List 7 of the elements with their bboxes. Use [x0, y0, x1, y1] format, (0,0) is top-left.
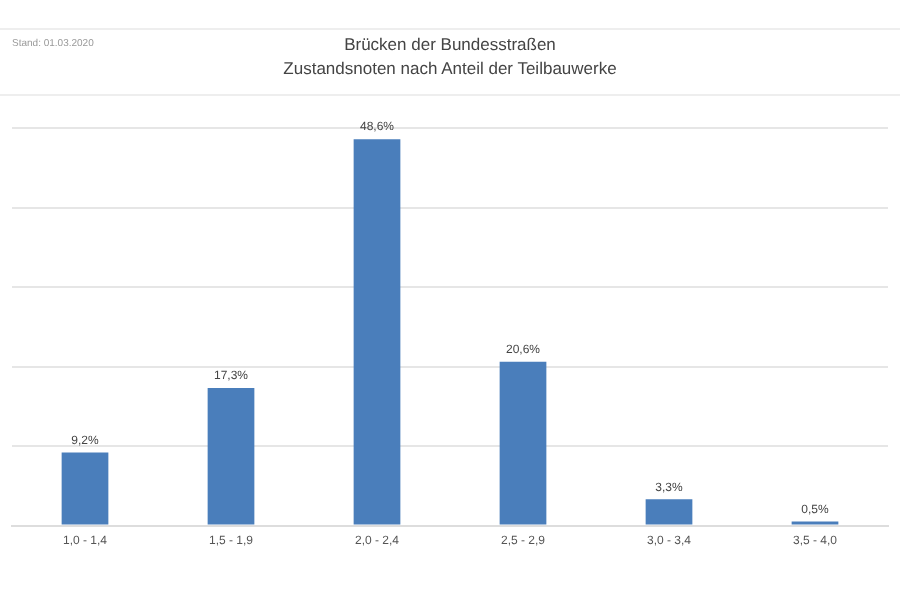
bar [61, 452, 109, 525]
bar [207, 388, 255, 525]
bar [353, 139, 401, 525]
chart-subtitle: Zustandsnoten nach Anteil der Teilbauwerke [281, 56, 619, 80]
bar [645, 499, 693, 525]
bar [499, 361, 547, 525]
chart-title: Brücken der Bundesstraßen [342, 32, 558, 56]
